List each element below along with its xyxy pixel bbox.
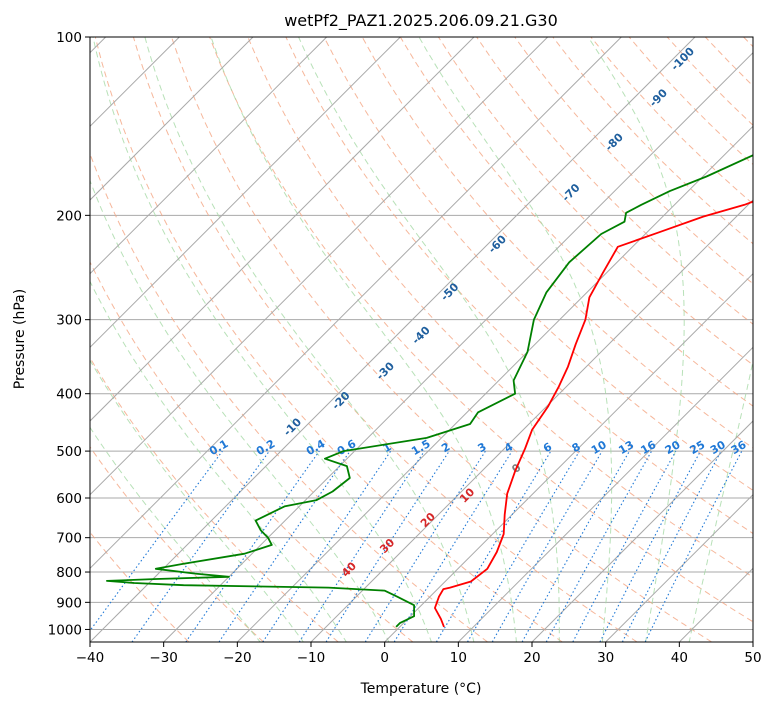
- x-tick-label: 30: [597, 650, 614, 666]
- moist-adiabat: [90, 179, 390, 642]
- mixing-ratio-line: [218, 450, 351, 642]
- temperature-profile: [434, 200, 753, 628]
- mixing-ratio-line: [90, 450, 223, 632]
- dry-adiabat: [514, 37, 753, 285]
- plot-frame: [89, 36, 754, 643]
- x-tick-label: 50: [744, 650, 761, 666]
- y-tick-label: 200: [56, 208, 82, 224]
- x-tick-label: −30: [149, 650, 178, 666]
- x-tick-label: −20: [223, 650, 252, 666]
- mixing-ratio-line: [185, 450, 320, 642]
- dry-adiabat: [285, 37, 753, 535]
- mixing-ratio-lines: [90, 450, 743, 642]
- dewpoint-profile: [106, 154, 753, 628]
- isotherm-line: [457, 346, 753, 642]
- y-tick-label: 800: [56, 565, 82, 581]
- isotherm-line: [531, 420, 753, 642]
- isotherm-line: [310, 199, 753, 642]
- moist-adiabat: [92, 37, 432, 642]
- isotherm-line: [384, 272, 753, 642]
- x-tick-label: 40: [671, 650, 688, 666]
- mixing-ratio-line: [572, 450, 677, 642]
- y-tick-label: 300: [56, 313, 82, 329]
- isotherm-line: [163, 51, 753, 642]
- y-tick-label: 700: [56, 531, 82, 547]
- dry-adiabat: [90, 260, 414, 642]
- mixing-ratio-line: [521, 450, 630, 642]
- isotherm-line: [90, 37, 696, 642]
- dry-adiabats: [90, 37, 753, 642]
- dry-adiabat: [476, 37, 753, 325]
- dry-adiabat: [247, 37, 753, 578]
- dry-adiabat: [323, 37, 753, 491]
- x-tick-label: −10: [297, 650, 326, 666]
- mixing-ratio-line: [393, 450, 513, 642]
- x-tick-label: 20: [523, 650, 540, 666]
- dry-adiabat: [90, 356, 339, 642]
- mixing-ratio-line: [298, 450, 425, 642]
- isotherm-line: [90, 37, 254, 201]
- moist-adiabat: [587, 37, 685, 642]
- plot-area: -100-90-80-70-60-50-40-30-20-10010203040…: [90, 37, 753, 642]
- x-tick-label: 10: [450, 650, 467, 666]
- y-tick-label: 400: [56, 387, 82, 403]
- y-tick-label: 600: [56, 491, 82, 507]
- y-tick-label: 100: [56, 30, 82, 46]
- sounding-profiles: [106, 154, 753, 628]
- moist-adiabat: [688, 358, 753, 642]
- isotherm-line: [605, 493, 753, 642]
- dry-adiabat: [94, 37, 563, 642]
- dry-adiabat: [132, 37, 638, 642]
- y-tick-label: 900: [56, 595, 82, 611]
- isotherm-line: [90, 37, 475, 422]
- isotherm-line: [90, 37, 622, 570]
- mixing-ratio-line: [644, 450, 743, 642]
- dry-adiabat: [90, 446, 264, 642]
- x-axis-title: Temperature (°C): [360, 681, 482, 697]
- moist-adiabat: [144, 37, 475, 642]
- isotherm-line: [90, 37, 549, 496]
- pressure-gridlines: [90, 37, 753, 630]
- moist-adiabat: [90, 359, 305, 642]
- mixing-ratio-line: [262, 450, 392, 642]
- isotherm-line: [236, 125, 753, 642]
- isotherm-line: [90, 37, 401, 349]
- dry-adiabat: [171, 37, 712, 642]
- y-tick-label: 1000: [48, 622, 82, 638]
- x-tick-label: 0: [380, 650, 389, 666]
- mixing-ratio-line: [545, 450, 653, 642]
- moist-adiabat: [298, 37, 560, 642]
- dry-adiabat: [209, 37, 753, 623]
- moist-adiabat: [90, 426, 261, 642]
- mixing-ratio-line: [325, 450, 450, 642]
- y-axis-ticks: 100 200 300 400 500 600 700 800 900 1000: [48, 30, 90, 638]
- x-axis-ticks: −40 −30 −20 −10 0 10 20 30 40 50: [76, 642, 762, 666]
- skewed-isotherms: [90, 37, 753, 642]
- chart-title: wetPf2_PAZ1.2025.206.09.21.G30: [284, 11, 558, 31]
- x-tick-label: −40: [76, 650, 105, 666]
- moist-adiabat: [210, 37, 518, 642]
- y-axis-title: Pressure (hPa): [12, 289, 28, 389]
- y-tick-label: 500: [56, 444, 82, 460]
- isotherm-line: [90, 37, 328, 275]
